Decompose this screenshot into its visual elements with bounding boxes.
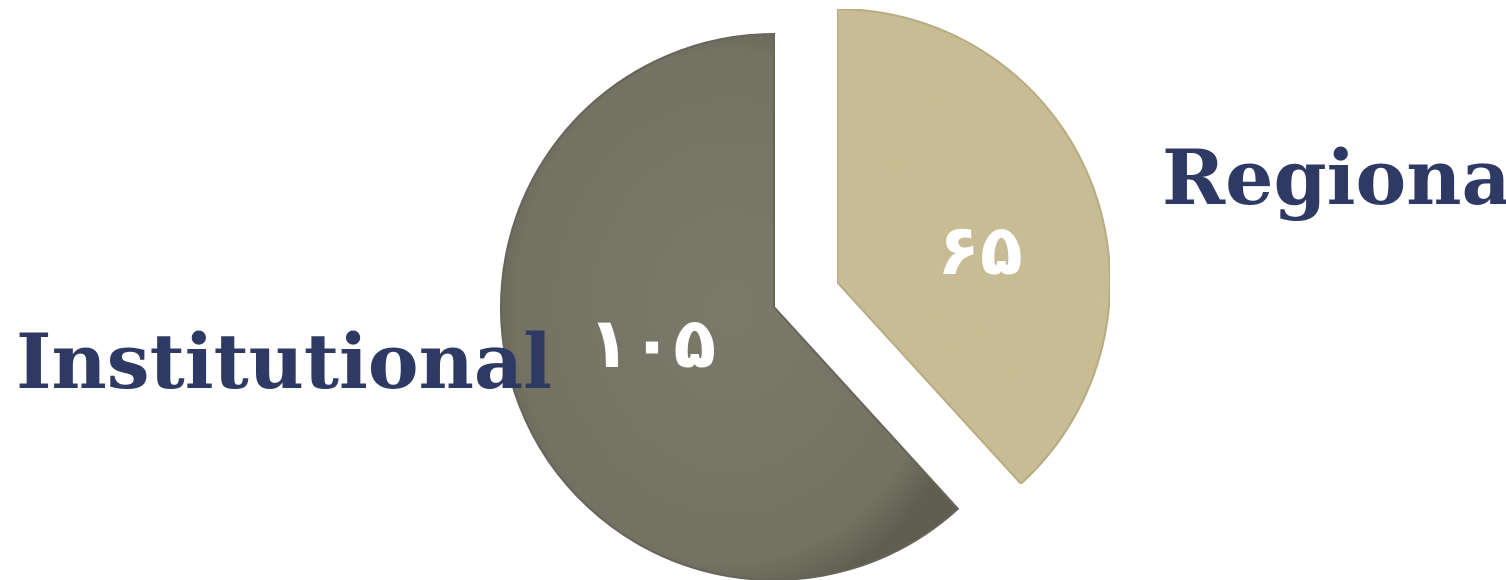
slice-label-institutional: Institutional: [16, 317, 552, 406]
slice-value-regional: ۶۵: [937, 209, 1022, 291]
slice-label-regional: Regional: [1162, 133, 1506, 222]
slice-value-institutional: ۱۰۵: [588, 302, 716, 384]
pie-slices: [500, 7, 1111, 580]
pie-slice-institutional: [500, 32, 960, 580]
pie-value-labels: ۶۵ ۱۰۵: [588, 209, 1023, 384]
pie-slice-regional: [836, 7, 1111, 486]
